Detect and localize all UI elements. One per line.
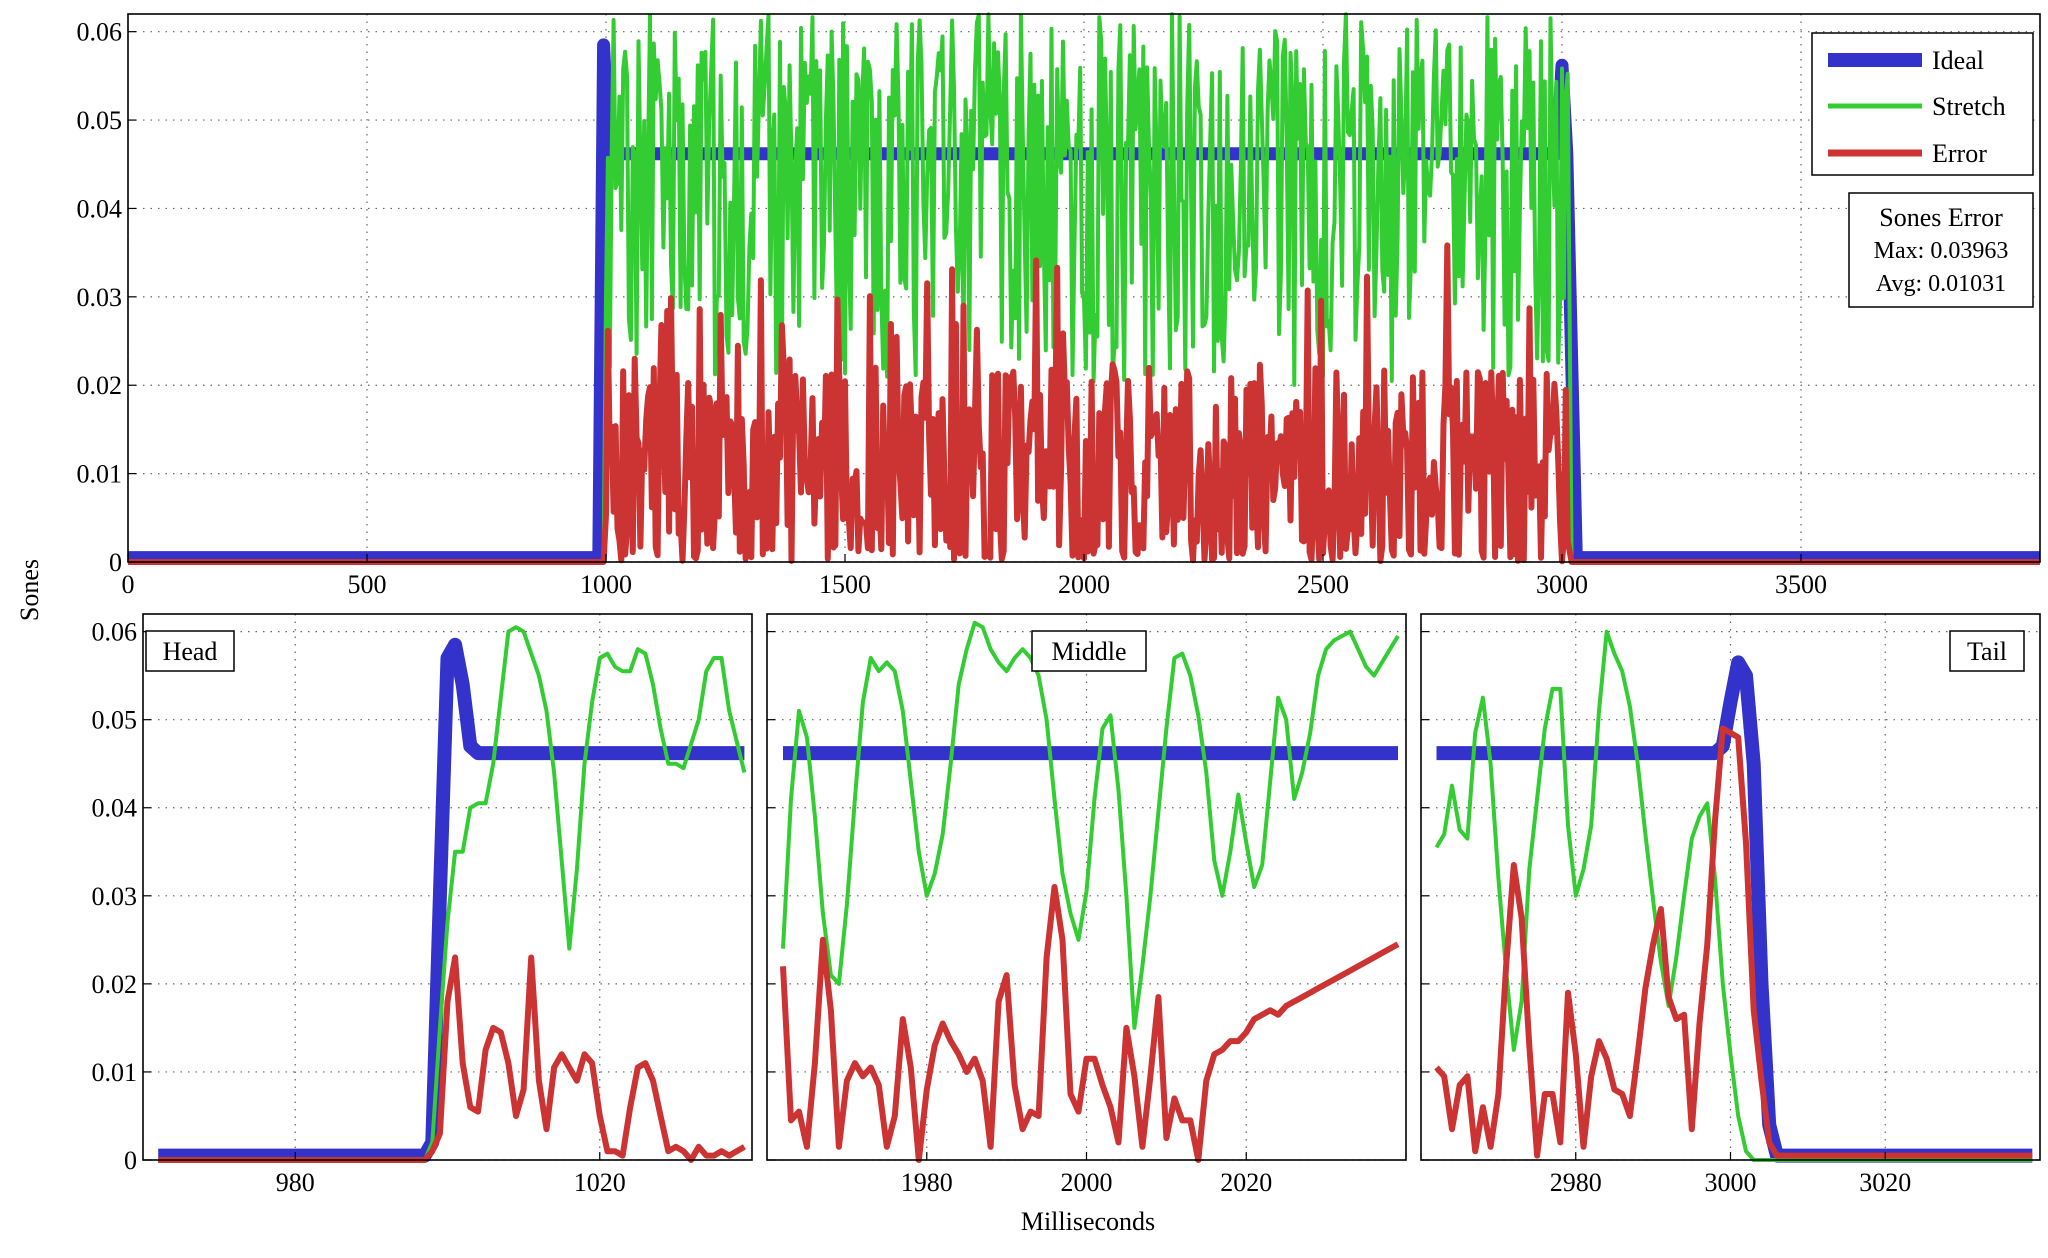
legend: Ideal Stretch Error bbox=[1811, 32, 2034, 176]
panel-overview: 0 500 1000 1500 2000 2500 3000 3500 0 0.01 0.02 0.0… bbox=[77, 12, 2041, 599]
legend-error-label: Error bbox=[1932, 139, 1987, 168]
y-axis-label: Sones bbox=[15, 559, 44, 621]
error-stats-box: Sones Error Max: 0.03963 Avg: 0.01031 bbox=[1848, 192, 2034, 308]
error-stats-frame bbox=[1848, 192, 2034, 308]
y-tick-label: 0.06 bbox=[77, 18, 123, 47]
series-stretch-overview bbox=[128, 12, 2040, 564]
error-stats-title: Sones Error bbox=[1879, 203, 2003, 232]
panel-label-tail-text: Tail bbox=[1967, 637, 2007, 666]
y-tick-label: 0.04 bbox=[77, 194, 123, 223]
x-tick-label: 1500 bbox=[819, 570, 871, 599]
error-stats-avg: Avg: 0.01031 bbox=[1876, 271, 2006, 297]
panel-label-middle: Middle bbox=[1031, 630, 1147, 672]
error-stats-max: Max: 0.03963 bbox=[1874, 238, 2009, 264]
x-tick-label: 3500 bbox=[1775, 570, 1827, 599]
plot-frame bbox=[142, 613, 753, 1161]
x-tick-label: 0 bbox=[122, 570, 135, 599]
x-tick-label: 1020 bbox=[574, 1168, 626, 1197]
y-tick-label: 0.05 bbox=[92, 706, 138, 735]
x-tick-label: 2500 bbox=[1297, 570, 1349, 599]
y-tick-label: 0.02 bbox=[77, 371, 123, 400]
x-tick-label: 3020 bbox=[1859, 1168, 1911, 1197]
panel-label-middle-text: Middle bbox=[1051, 637, 1126, 666]
series-error-head bbox=[158, 954, 746, 1163]
x-tick-label: 980 bbox=[276, 1168, 315, 1197]
legend-ideal-label: Ideal bbox=[1932, 46, 1984, 75]
x-tick-label: 2980 bbox=[1550, 1168, 1602, 1197]
x-tick-label: 2000 bbox=[1058, 570, 1110, 599]
x-tick-label: 1000 bbox=[580, 570, 632, 599]
panel-label-middle-box bbox=[1031, 630, 1147, 672]
panel-label-head-box bbox=[145, 630, 235, 672]
x-tick-label: 3000 bbox=[1705, 1168, 1757, 1197]
x-tick-label: 2000 bbox=[1061, 1168, 1113, 1197]
panel-label-tail: Tail bbox=[1949, 630, 2025, 672]
legend-stretch-label: Stretch bbox=[1932, 92, 2006, 121]
y-tick-label: 0.02 bbox=[92, 970, 138, 999]
y-tick-label: 0 bbox=[124, 1146, 137, 1175]
y-tick-label: 0 bbox=[109, 548, 122, 577]
panel-head: 980 1020 0 0.01 0.02 0.03 0.04 0.05 0.06 bbox=[92, 613, 753, 1197]
panel-tail: 2980 3000 3020 bbox=[1420, 613, 2041, 1197]
y-tick-label: 0.01 bbox=[77, 460, 123, 489]
x-tick-label: 1980 bbox=[901, 1168, 953, 1197]
x-tick-label: 2020 bbox=[1220, 1168, 1272, 1197]
y-tick-label: 0.03 bbox=[92, 882, 138, 911]
y-tick-label: 0.03 bbox=[77, 283, 123, 312]
y-tick-label: 0.05 bbox=[77, 106, 123, 135]
series-error-tail bbox=[1434, 725, 2033, 1159]
y-tick-label: 0.06 bbox=[92, 618, 138, 647]
series-stretch-middle bbox=[781, 620, 1400, 1030]
series-error-overview bbox=[128, 242, 2040, 565]
series-error-middle bbox=[780, 884, 1400, 1163]
panel-label-head: Head bbox=[145, 630, 235, 672]
y-tick-label: 0.01 bbox=[92, 1058, 138, 1087]
y-tick-label: 0.04 bbox=[92, 794, 138, 823]
series-stretch-head bbox=[158, 625, 747, 1162]
panel-middle: 1980 2000 2020 bbox=[766, 613, 1407, 1197]
x-tick-label: 500 bbox=[348, 570, 387, 599]
panel-label-tail-box bbox=[1949, 630, 2025, 672]
panel-label-head-text: Head bbox=[163, 637, 218, 666]
x-axis-label: Milliseconds bbox=[1021, 1207, 1155, 1236]
x-tick-label: 3000 bbox=[1536, 570, 1588, 599]
